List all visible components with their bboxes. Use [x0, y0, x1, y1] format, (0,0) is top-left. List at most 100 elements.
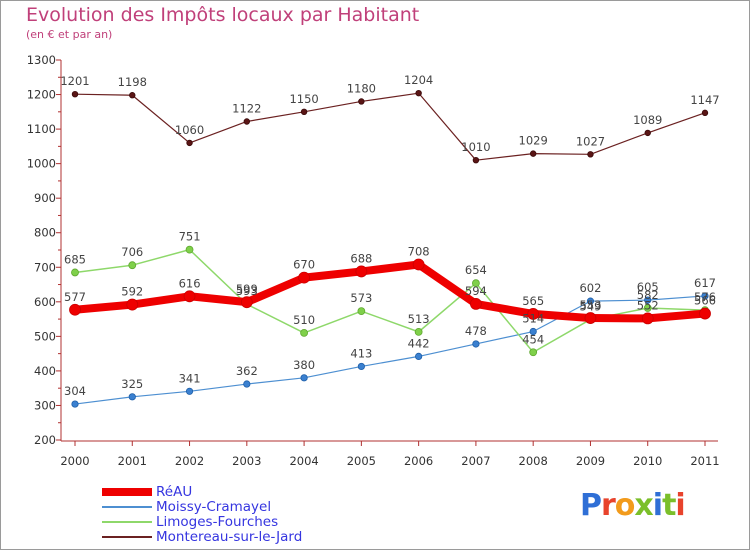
point-montereau-sur-le-jard [243, 118, 251, 125]
legend-entry: Limoges-Fourches [102, 514, 278, 530]
data-label-montereau-sur-le-jard: 1122 [232, 101, 261, 115]
point-montereau-sur-le-jard [472, 156, 480, 164]
logo-letter: i [652, 488, 663, 523]
y-tick-label: 900 [34, 191, 56, 205]
y-tick-label: 700 [34, 260, 56, 274]
point-montereau-sur-le-jard [701, 109, 709, 117]
point-moissy-cramayel [243, 380, 251, 388]
point-montereau-sur-le-jard [529, 150, 537, 157]
point-montereau-sur-le-jard [358, 98, 365, 105]
y-tick-label: 600 [34, 295, 56, 309]
point-reau [355, 265, 368, 278]
data-label-limoges-fourches: 582 [637, 288, 659, 302]
legend-entry: Moissy-Cramayel [102, 499, 271, 515]
data-label-reau: 592 [121, 285, 143, 299]
data-label-limoges-fourches: 706 [121, 245, 143, 259]
point-montereau-sur-le-jard [644, 129, 651, 137]
point-reau [699, 307, 711, 320]
data-label-montereau-sur-le-jard: 1201 [60, 74, 89, 88]
y-tick-label: 500 [34, 329, 56, 343]
x-tick-label: 2009 [576, 454, 605, 468]
point-reau [527, 308, 540, 320]
data-label-limoges-fourches: 576 [694, 290, 716, 304]
x-tick-label: 2010 [633, 454, 662, 468]
y-tick-label: 1200 [27, 88, 56, 102]
y-tick-label: 1300 [27, 53, 56, 67]
y-tick-label: 1000 [27, 157, 56, 171]
legend-label: Montereau-sur-le-Jard [156, 529, 303, 545]
point-reau [584, 312, 597, 324]
data-label-moissy-cramayel: 478 [465, 324, 487, 338]
data-label-reau: 616 [179, 276, 201, 290]
data-label-moissy-cramayel: 605 [637, 280, 659, 294]
logo-letter: r [601, 488, 616, 523]
chart-title: Evolution des Impôts locaux par Habitant [26, 4, 420, 26]
point-montereau-sur-le-jard [71, 90, 79, 98]
x-tick-label: 2005 [347, 454, 376, 468]
data-label-reau: 577 [64, 290, 86, 304]
point-moissy-cramayel [357, 362, 365, 371]
point-reau [470, 297, 482, 310]
point-limoges-fourches [185, 245, 194, 254]
x-tick-label: 2008 [519, 454, 548, 468]
legend-label: Moissy-Cramayel [156, 499, 272, 515]
x-tick-label: 2006 [404, 454, 433, 468]
data-label-montereau-sur-le-jard: 1147 [690, 93, 719, 107]
point-moissy-cramayel [529, 327, 537, 336]
data-label-limoges-fourches: 685 [64, 252, 86, 266]
x-tick-label: 2002 [175, 454, 204, 468]
data-label-limoges-fourches: 593 [236, 284, 258, 298]
point-montereau-sur-le-jard [300, 108, 308, 116]
point-montereau-sur-le-jard [129, 92, 136, 99]
data-label-limoges-fourches: 549 [579, 299, 601, 313]
point-moissy-cramayel [415, 352, 423, 360]
legend-label: RéAU [156, 484, 193, 500]
point-moissy-cramayel [586, 297, 595, 305]
data-label-moissy-cramayel: 442 [408, 336, 430, 350]
chart-axes: 200 300 400 500 600 700 800 900 1000 1100 1200 1300… [27, 53, 720, 468]
point-reau [126, 298, 139, 311]
data-label-reau: 553 [579, 298, 601, 312]
data-label-montereau-sur-le-jard: 1204 [404, 73, 433, 87]
y-tick-label: 1100 [27, 122, 56, 136]
data-label-moissy-cramayel: 362 [236, 364, 258, 378]
logo-letter: t [662, 488, 676, 523]
point-limoges-fourches [71, 268, 79, 277]
data-label-moissy-cramayel: 602 [579, 281, 601, 295]
point-limoges-fourches [414, 327, 423, 336]
data-label-reau: 594 [465, 284, 487, 298]
x-tick-label: 2001 [118, 454, 147, 468]
x-tick-label: 2007 [461, 454, 490, 468]
point-montereau-sur-le-jard [587, 151, 594, 158]
point-reau [298, 271, 310, 284]
data-labels: 1201 1198 1060 1122 1150 1180 1204 1010 1029 1027… [60, 73, 719, 398]
point-reau [641, 312, 654, 325]
data-label-limoges-fourches: 513 [408, 312, 430, 326]
legend-swatch [102, 488, 152, 496]
point-limoges-fourches [300, 329, 308, 337]
data-label-montereau-sur-le-jard: 1029 [519, 134, 548, 148]
data-label-reau: 566 [694, 294, 716, 308]
data-label-montereau-sur-le-jard: 1089 [633, 113, 662, 127]
data-label-montereau-sur-le-jard: 1180 [347, 81, 376, 95]
point-limoges-fourches [357, 307, 366, 316]
logo-letter: o [614, 488, 636, 523]
data-label-moissy-cramayel: 304 [64, 384, 86, 398]
y-tick-label: 800 [34, 226, 56, 240]
data-label-moissy-cramayel: 341 [179, 371, 201, 385]
data-label-limoges-fourches: 654 [465, 263, 487, 277]
chart-subtitle: (en € et par an) [26, 28, 113, 41]
data-label-montereau-sur-le-jard: 1010 [461, 140, 490, 154]
point-moissy-cramayel [185, 387, 194, 395]
point-reau [412, 258, 425, 271]
point-limoges-fourches [529, 348, 538, 357]
data-label-moissy-cramayel: 380 [293, 358, 315, 372]
point-moissy-cramayel [128, 393, 136, 401]
data-label-montereau-sur-le-jard: 1198 [118, 75, 147, 89]
logo-letter: P [580, 488, 602, 523]
data-label-limoges-fourches: 454 [522, 332, 544, 346]
data-label-montereau-sur-le-jard: 1060 [175, 123, 204, 137]
point-moissy-cramayel [644, 296, 652, 304]
